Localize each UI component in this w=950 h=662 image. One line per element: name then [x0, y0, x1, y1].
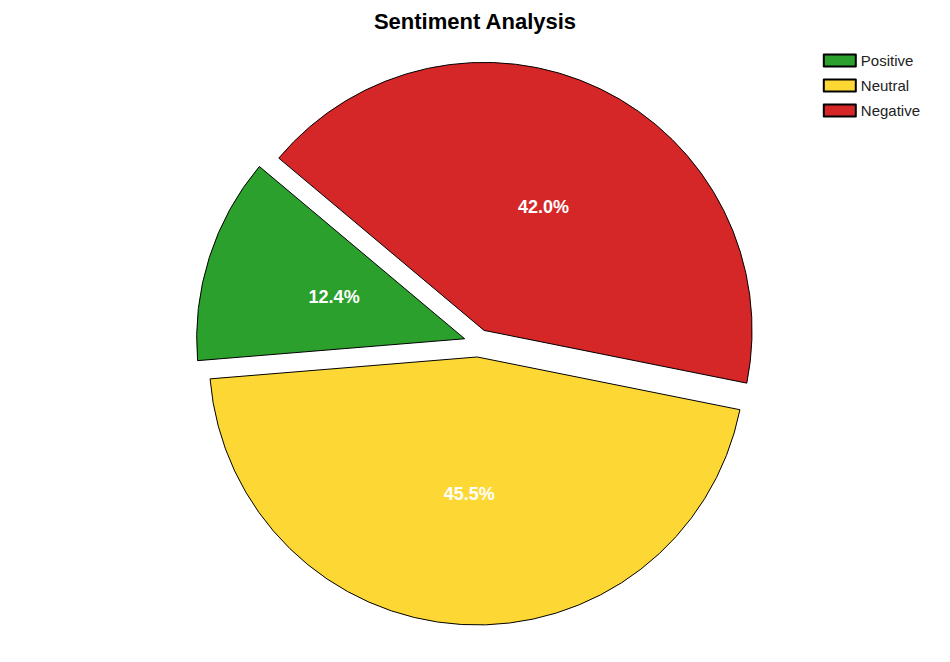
- svg-text:Negative: Negative: [861, 102, 920, 119]
- svg-text:45.5%: 45.5%: [444, 484, 495, 504]
- svg-text:12.4%: 12.4%: [309, 287, 360, 307]
- svg-text:Sentiment Analysis: Sentiment Analysis: [374, 9, 576, 34]
- svg-text:42.0%: 42.0%: [518, 197, 569, 217]
- svg-text:Positive: Positive: [861, 52, 914, 69]
- svg-text:Neutral: Neutral: [861, 77, 909, 94]
